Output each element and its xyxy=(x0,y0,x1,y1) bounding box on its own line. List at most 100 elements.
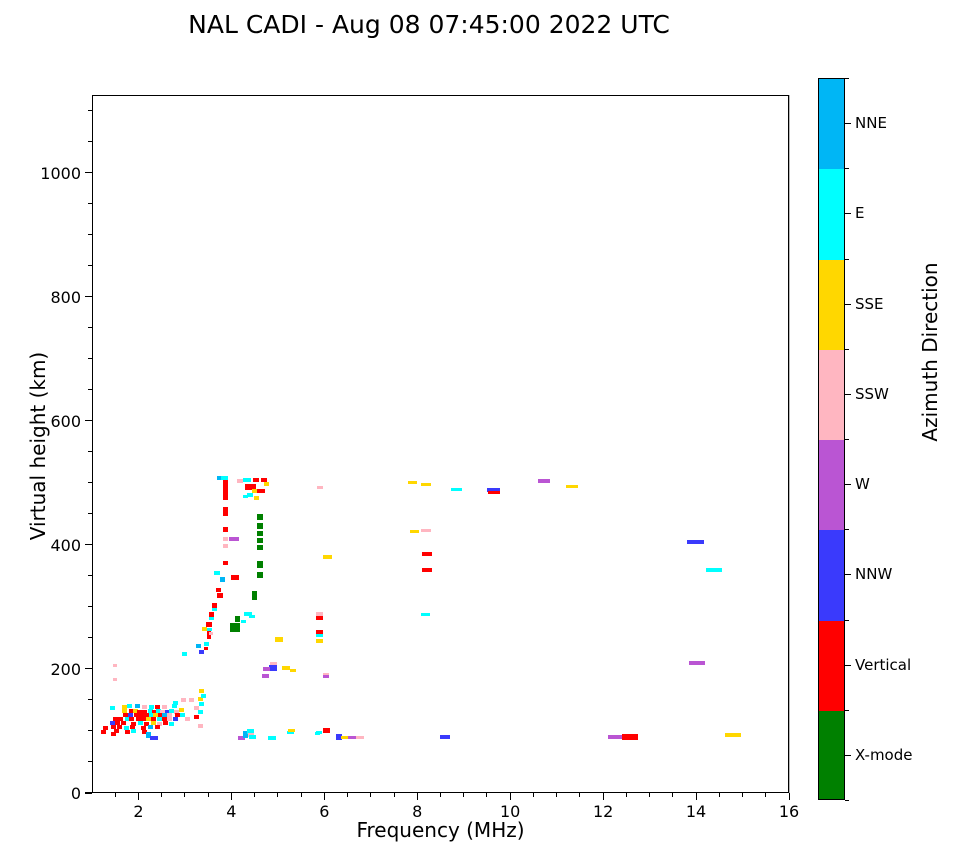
data-point xyxy=(167,717,173,722)
y-minor-tick xyxy=(88,761,92,763)
x-tick-label: 12 xyxy=(592,802,614,821)
x-tick-label: 16 xyxy=(778,802,800,821)
data-point xyxy=(565,485,578,488)
data-point xyxy=(316,633,324,637)
data-point xyxy=(274,637,283,643)
x-major-tick xyxy=(137,793,140,800)
data-point xyxy=(167,712,173,717)
x-minor-tick xyxy=(370,793,372,797)
data-point xyxy=(322,672,329,676)
data-point xyxy=(128,709,134,714)
data-point xyxy=(222,490,228,496)
x-minor-tick xyxy=(161,793,163,797)
colorbar-tick-label: SSW xyxy=(855,384,889,403)
data-point xyxy=(207,627,213,631)
data-point xyxy=(257,513,264,520)
data-point xyxy=(316,485,323,489)
data-point xyxy=(146,731,152,738)
data-point xyxy=(133,712,139,717)
data-point xyxy=(238,735,246,740)
data-point xyxy=(111,732,117,737)
data-point xyxy=(155,704,161,709)
data-point xyxy=(211,602,217,608)
data-point xyxy=(725,732,742,737)
y-major-tick xyxy=(85,420,92,422)
data-point xyxy=(206,622,213,628)
data-point xyxy=(117,725,123,730)
x-tick-label: 10 xyxy=(500,802,521,821)
colorbar-tick-label: X-mode xyxy=(855,745,913,764)
y-major-tick xyxy=(85,296,92,298)
data-point xyxy=(222,494,228,500)
data-point xyxy=(287,731,295,735)
data-point xyxy=(440,735,451,740)
data-point xyxy=(121,720,127,725)
data-point xyxy=(197,723,203,728)
data-point xyxy=(222,526,228,532)
colorbar-boundary-tick xyxy=(845,800,849,801)
data-point xyxy=(181,697,187,702)
data-point xyxy=(201,627,207,632)
data-point xyxy=(336,734,343,741)
x-minor-tick xyxy=(532,793,534,797)
data-point xyxy=(322,675,329,679)
data-point xyxy=(164,709,170,714)
y-minor-tick xyxy=(88,482,92,484)
data-point xyxy=(128,713,134,718)
data-point xyxy=(174,709,180,714)
data-point xyxy=(150,720,156,725)
data-point xyxy=(257,571,264,578)
data-point xyxy=(263,666,271,671)
data-point xyxy=(160,709,166,714)
data-point xyxy=(257,544,264,550)
x-major-tick xyxy=(695,793,697,800)
colorbar-center-tick xyxy=(845,123,851,125)
data-point xyxy=(144,721,150,726)
data-point xyxy=(222,544,228,549)
data-point xyxy=(189,697,195,702)
data-point xyxy=(162,720,168,725)
colorbar-segment-sse xyxy=(819,259,844,350)
y-minor-tick xyxy=(88,110,92,111)
data-point xyxy=(316,638,324,643)
data-point xyxy=(153,713,159,718)
data-point xyxy=(123,725,129,730)
data-point xyxy=(122,709,128,714)
data-point xyxy=(254,496,260,501)
y-minor-tick xyxy=(88,203,92,205)
y-minor-tick xyxy=(88,575,92,577)
data-point xyxy=(148,704,154,709)
data-point xyxy=(247,732,254,737)
data-point xyxy=(420,529,431,533)
data-point xyxy=(257,561,264,569)
x-tick-label: 8 xyxy=(412,802,423,821)
data-point xyxy=(230,574,239,580)
data-point xyxy=(149,735,158,740)
colorbar-boundary-tick xyxy=(845,258,849,260)
data-point xyxy=(487,490,500,494)
data-point xyxy=(281,665,290,670)
x-minor-tick xyxy=(254,793,256,797)
data-point xyxy=(171,703,177,708)
colorbar-segment-e xyxy=(819,169,844,260)
x-axis-label: Frequency (MHz) xyxy=(356,818,525,842)
data-point xyxy=(204,642,210,647)
colorbar-center-tick xyxy=(845,303,851,305)
colorbar-boundary-tick xyxy=(845,709,849,711)
data-point xyxy=(147,709,153,714)
x-tick-label: 2 xyxy=(133,802,144,821)
x-minor-tick xyxy=(463,793,465,797)
data-point xyxy=(130,725,136,730)
data-point xyxy=(214,570,221,575)
data-point xyxy=(124,717,130,722)
x-gridline xyxy=(788,95,790,793)
data-point xyxy=(216,476,223,481)
data-point xyxy=(207,630,212,639)
x-tick-label: 6 xyxy=(319,802,330,821)
y-axis-label: Virtual height (km) xyxy=(26,351,50,541)
y-tick-label: 0 xyxy=(70,784,81,803)
data-point xyxy=(174,712,180,717)
x-minor-tick xyxy=(277,793,279,797)
data-point xyxy=(356,736,365,740)
data-point xyxy=(288,729,296,733)
